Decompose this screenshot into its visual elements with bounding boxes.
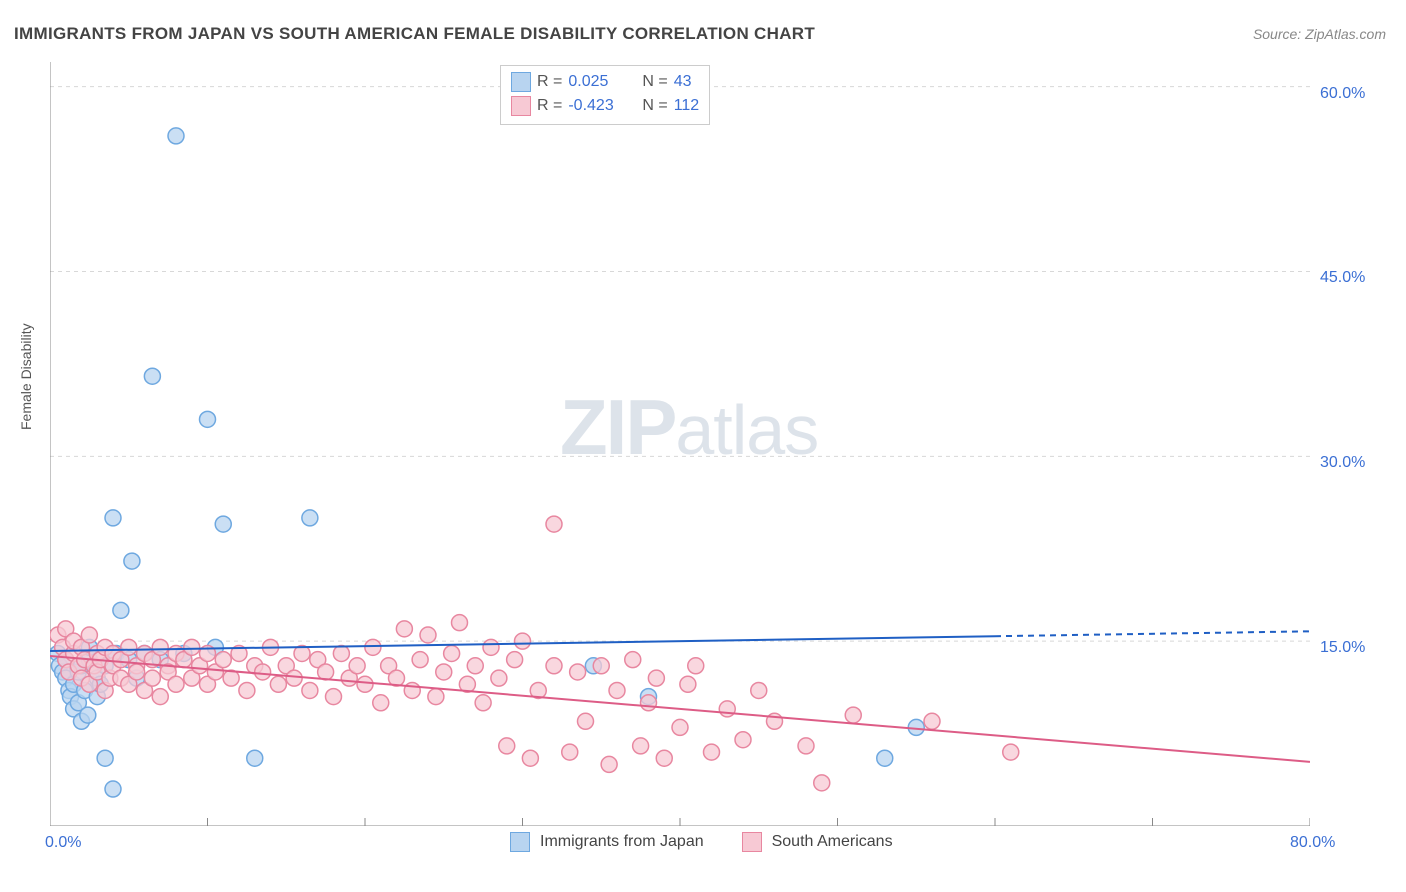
x-tick-max: 80.0% — [1290, 834, 1335, 852]
legend-swatch — [742, 832, 762, 852]
stats-legend: R = 0.025N = 43R = -0.423N = 112 — [500, 65, 710, 125]
series-legend: Immigrants from Japan South Americans — [510, 832, 921, 852]
x-tick-min: 0.0% — [45, 834, 81, 852]
legend-label: South Americans — [772, 833, 893, 851]
y-axis-label: Female Disability — [18, 323, 34, 430]
legend-swatch — [511, 96, 531, 116]
y-tick-label: 15.0% — [1320, 639, 1365, 657]
source-attribution: Source: ZipAtlas.com — [1253, 26, 1386, 42]
scatter-plot — [50, 62, 1310, 826]
chart-title: IMMIGRANTS FROM JAPAN VS SOUTH AMERICAN … — [14, 24, 815, 44]
y-tick-label: 30.0% — [1320, 454, 1365, 472]
legend-swatch — [511, 72, 531, 92]
legend-label: Immigrants from Japan — [540, 833, 704, 851]
y-tick-label: 60.0% — [1320, 85, 1365, 103]
legend-swatch — [510, 832, 530, 852]
y-tick-label: 45.0% — [1320, 269, 1365, 287]
